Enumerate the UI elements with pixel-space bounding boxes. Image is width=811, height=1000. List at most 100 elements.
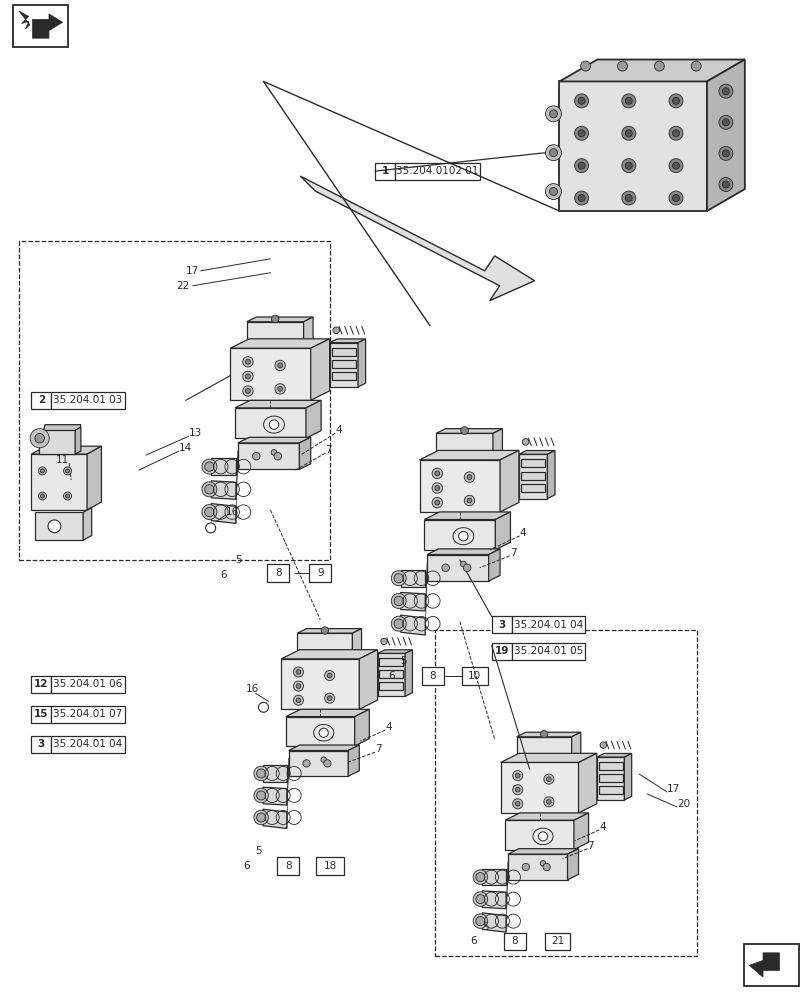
Circle shape xyxy=(718,84,732,98)
Circle shape xyxy=(543,797,553,807)
Polygon shape xyxy=(419,460,500,512)
Polygon shape xyxy=(504,820,573,850)
Polygon shape xyxy=(39,430,75,454)
Circle shape xyxy=(621,159,635,173)
Polygon shape xyxy=(211,481,236,499)
Polygon shape xyxy=(39,425,81,452)
Circle shape xyxy=(464,472,474,482)
Circle shape xyxy=(545,106,560,122)
Circle shape xyxy=(321,627,328,634)
Circle shape xyxy=(512,771,522,781)
Circle shape xyxy=(435,500,439,505)
Circle shape xyxy=(722,119,728,126)
Text: 15: 15 xyxy=(34,709,49,719)
Circle shape xyxy=(393,574,403,583)
Polygon shape xyxy=(598,762,622,770)
Text: 35.204.0102 01: 35.204.0102 01 xyxy=(396,166,478,176)
Polygon shape xyxy=(559,60,744,81)
Circle shape xyxy=(624,162,632,169)
Polygon shape xyxy=(520,484,545,492)
Circle shape xyxy=(327,696,332,700)
Text: 11: 11 xyxy=(56,455,70,465)
Circle shape xyxy=(245,389,250,393)
Circle shape xyxy=(391,571,406,586)
Circle shape xyxy=(391,616,406,631)
Polygon shape xyxy=(436,433,492,460)
Polygon shape xyxy=(424,520,495,550)
Polygon shape xyxy=(598,786,622,794)
Circle shape xyxy=(41,469,45,473)
Circle shape xyxy=(539,861,545,866)
Text: 8: 8 xyxy=(511,936,517,946)
Text: 5: 5 xyxy=(235,555,242,565)
Polygon shape xyxy=(508,854,567,880)
Text: 4: 4 xyxy=(599,822,605,832)
Bar xyxy=(503,933,525,950)
Circle shape xyxy=(258,702,268,712)
Text: 19: 19 xyxy=(494,646,508,656)
Circle shape xyxy=(599,742,606,748)
Circle shape xyxy=(464,495,474,506)
Circle shape xyxy=(521,863,529,871)
Circle shape xyxy=(580,61,590,71)
Text: 10: 10 xyxy=(468,671,481,681)
Polygon shape xyxy=(354,709,369,746)
Polygon shape xyxy=(495,512,510,550)
Circle shape xyxy=(549,110,557,118)
Circle shape xyxy=(30,429,49,448)
Bar xyxy=(277,857,299,875)
Circle shape xyxy=(545,184,560,200)
Text: 17: 17 xyxy=(667,784,680,794)
Polygon shape xyxy=(331,372,356,380)
Circle shape xyxy=(271,450,277,455)
Circle shape xyxy=(41,494,45,498)
Polygon shape xyxy=(211,458,236,475)
Circle shape xyxy=(577,97,585,104)
Circle shape xyxy=(202,459,217,474)
Circle shape xyxy=(205,523,216,533)
Circle shape xyxy=(256,769,265,778)
Text: 13: 13 xyxy=(188,428,202,438)
Text: 16: 16 xyxy=(245,684,259,694)
Polygon shape xyxy=(300,176,534,301)
Bar xyxy=(309,564,331,582)
Polygon shape xyxy=(436,429,502,433)
Circle shape xyxy=(254,788,268,803)
Polygon shape xyxy=(299,437,311,469)
Circle shape xyxy=(202,505,217,520)
Polygon shape xyxy=(234,400,320,408)
Text: 35.204.01 04: 35.204.01 04 xyxy=(54,739,122,749)
Circle shape xyxy=(431,483,442,493)
Bar xyxy=(511,616,585,633)
Bar xyxy=(544,933,570,950)
Polygon shape xyxy=(238,443,299,469)
Circle shape xyxy=(521,439,528,445)
Polygon shape xyxy=(263,765,286,782)
Circle shape xyxy=(577,195,585,202)
Text: 6: 6 xyxy=(388,671,394,681)
Text: 8: 8 xyxy=(275,568,281,578)
Polygon shape xyxy=(263,787,286,805)
Circle shape xyxy=(574,94,588,108)
Circle shape xyxy=(546,800,551,804)
Circle shape xyxy=(277,387,282,391)
Circle shape xyxy=(204,507,214,517)
Bar xyxy=(32,706,51,723)
Circle shape xyxy=(621,126,635,140)
Text: 35.204.01 05: 35.204.01 05 xyxy=(513,646,582,656)
Circle shape xyxy=(672,195,679,202)
Circle shape xyxy=(48,520,61,533)
Circle shape xyxy=(252,452,260,460)
Polygon shape xyxy=(500,762,577,813)
Circle shape xyxy=(204,485,214,494)
Polygon shape xyxy=(571,732,580,762)
Polygon shape xyxy=(419,450,518,460)
Circle shape xyxy=(574,191,588,205)
Bar xyxy=(461,667,487,685)
Bar xyxy=(32,392,51,409)
Polygon shape xyxy=(331,348,356,356)
Bar xyxy=(51,676,125,693)
Polygon shape xyxy=(19,11,30,29)
Circle shape xyxy=(391,593,406,608)
Circle shape xyxy=(66,469,70,473)
